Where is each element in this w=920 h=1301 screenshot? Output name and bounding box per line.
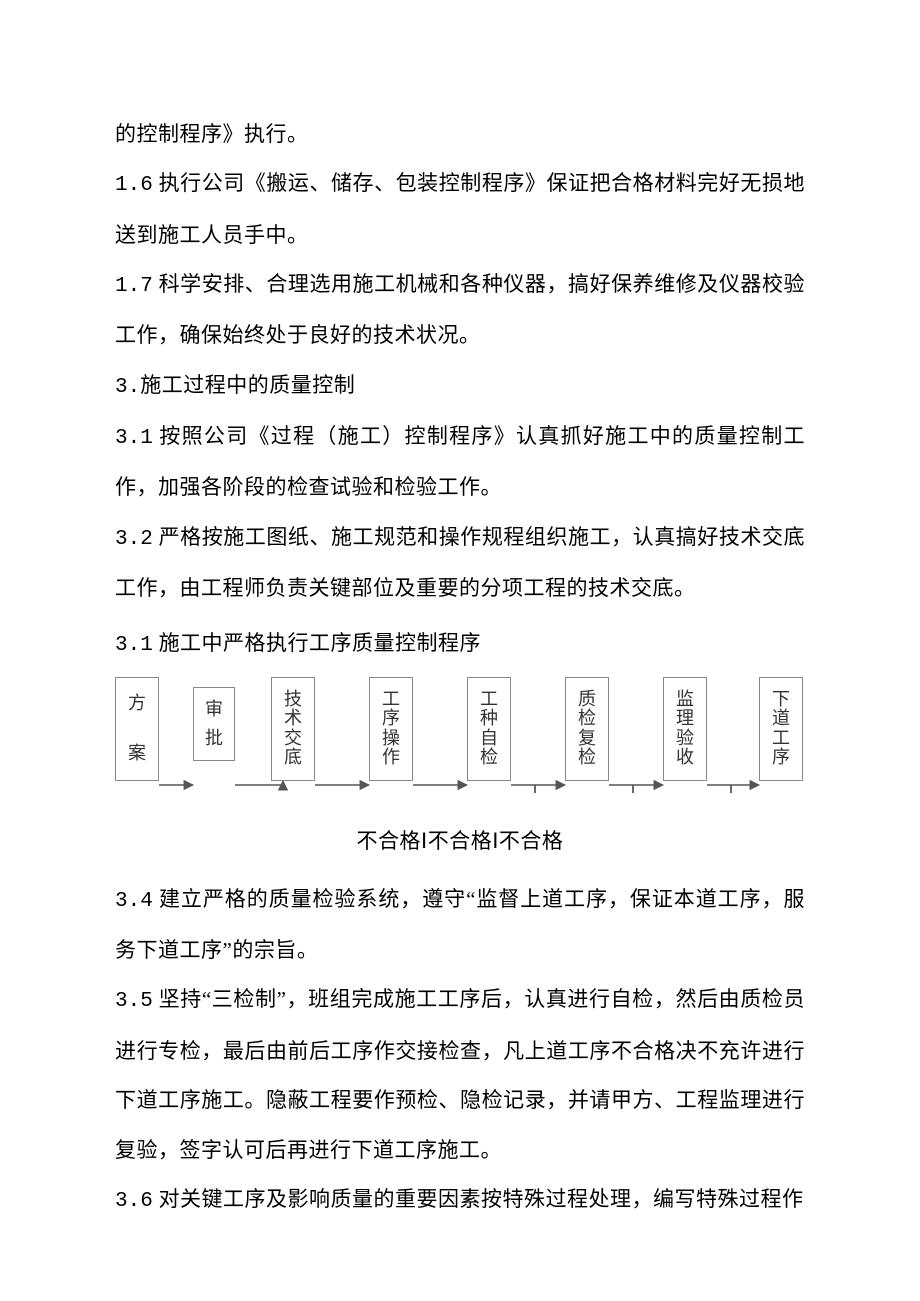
flowchart-node: 监理验收 [663,677,707,781]
section-number: 3.2 [115,528,153,551]
paragraph: 3.5 坚持“三检制”，班组完成施工工序后，认真进行自检，然后由质检员进行专检，… [115,975,805,1174]
flowchart-title: 3.1 施工中严格执行工序质量控制程序 [115,619,805,670]
paragraph: 的控制程序》执行。 [115,110,805,159]
paragraph-text: 施工中严格执行工序质量控制程序 [159,631,482,655]
flowchart: 方 案 审批 技术交底 工序操作 工种自检 质检复检 监理验收 下道工序 [115,677,805,797]
flowchart-node: 工序操作 [369,677,413,781]
section-number: 3.6 [115,1190,153,1213]
flowchart-node-label: 工序操作 [380,688,402,770]
flowchart-node-label: 工种自检 [478,688,500,770]
flowchart-node-label: 质检复检 [576,688,598,770]
flowchart-node: 方 案 [115,677,159,781]
flowchart-node-label: 监理验收 [674,688,696,770]
paragraph-text: 科学安排、合理选用施工机械和各种仪器，搞好保养维修及仪器校验工作，确保始终处于良… [115,272,805,347]
section-number: 1.7 [115,275,153,298]
flowchart-node-label: 审批 [203,693,225,755]
flowchart-node-label: 方 案 [126,689,148,769]
section-number: 1.6 [115,174,153,197]
paragraph-text: 严格按施工图纸、施工规范和操作规程组织施工，认真搞好技术交底工作，由工程师负责关… [115,525,805,600]
paragraph: 3.6 对关键工序及影响质量的重要因素按特殊过程处理，编写特殊过程作 [115,1175,805,1226]
paragraph: 3.1 按照公司《过程（施工）控制程序》认真抓好施工中的质量控制工作，加强各阶段… [115,412,805,513]
section-number: 3.4 [115,890,153,913]
paragraph: 1.6 执行公司《搬运、储存、包装控制程序》保证把合格材料完好无损地送到施工人员… [115,159,805,260]
flowchart-caption: 不合格Ⅰ不合格Ⅰ不合格 [115,825,805,855]
flowchart-node: 质检复检 [565,677,609,781]
section-number: 3.1 [115,634,153,657]
paragraph-text: 对关键工序及影响质量的重要因素按特殊过程处理，编写特殊过程作 [153,1187,804,1211]
flowchart-node-label: 技术交底 [282,688,304,770]
section-number: 3. [115,376,140,399]
paragraph: 3.2 严格按施工图纸、施工规范和操作规程组织施工，认真搞好技术交底工作，由工程… [115,513,805,614]
section-number: 3.1 [115,427,153,450]
paragraph: 3.施工过程中的质量控制 [115,361,805,412]
flowchart-container: 方 案 审批 技术交底 工序操作 工种自检 质检复检 监理验收 下道工序 [115,677,805,797]
paragraph-text: 执行公司《搬运、储存、包装控制程序》保证把合格材料完好无损地送到施工人员手中。 [115,171,805,246]
flowchart-node: 技术交底 [271,677,315,781]
document-page: 的控制程序》执行。 1.6 执行公司《搬运、储存、包装控制程序》保证把合格材料完… [0,0,920,1301]
flowchart-node: 下道工序 [759,677,803,781]
paragraph-text: 施工过程中的质量控制 [140,373,355,397]
section-number: 3.5 [115,990,153,1013]
flowchart-node-label: 下道工序 [770,688,792,770]
paragraph: 1.7 科学安排、合理选用施工机械和各种仪器，搞好保养维修及仪器校验工作，确保始… [115,260,805,361]
flowchart-node: 工种自检 [467,677,511,781]
flowchart-node: 审批 [193,687,235,761]
paragraph-text: 按照公司《过程（施工）控制程序》认真抓好施工中的质量控制工作，加强各阶段的检查试… [115,424,805,499]
paragraph-text: 坚持“三检制”，班组完成施工工序后，认真进行自检，然后由质检员进行专检，最后由前… [115,987,805,1161]
paragraph-text: 建立严格的质量检验系统，遵守“监督上道工序，保证本道工序，服务下道工序”的宗旨。 [115,887,805,962]
paragraph: 3.4 建立严格的质量检验系统，遵守“监督上道工序，保证本道工序，服务下道工序”… [115,875,805,976]
